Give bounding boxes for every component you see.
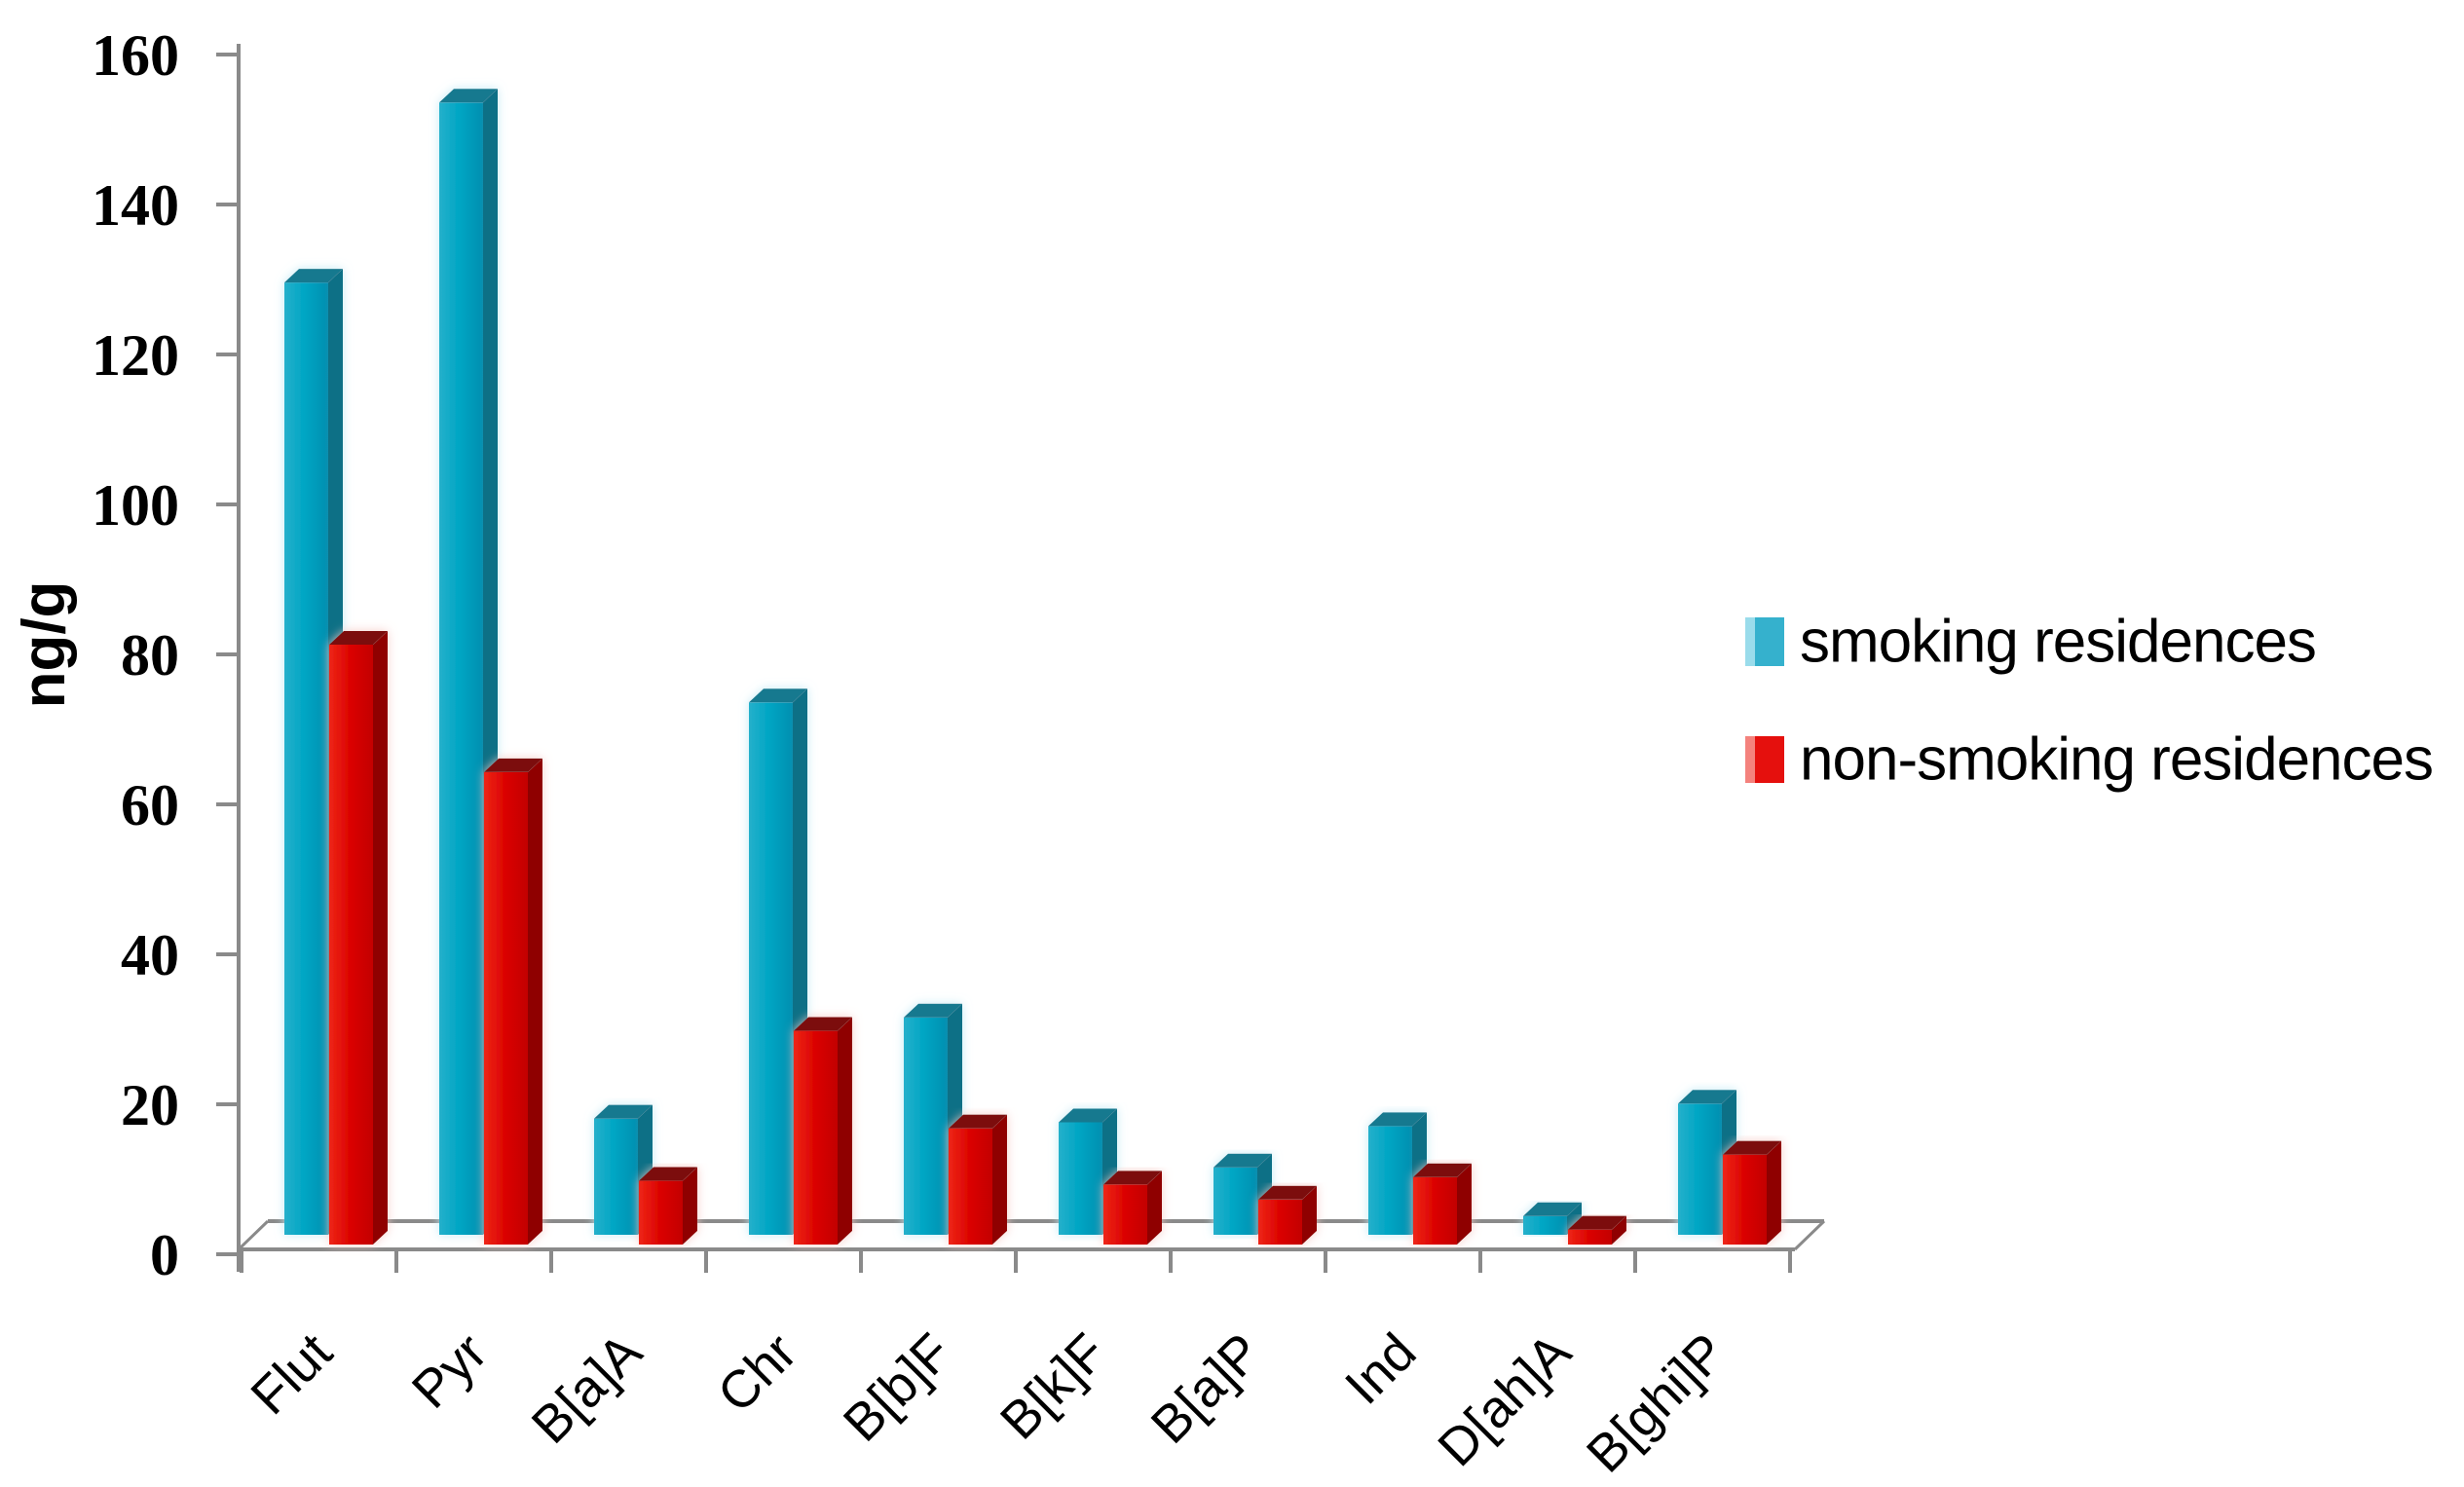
bar-front-smoking-B[a]A: [594, 1118, 638, 1235]
bar-front-smoking-D[ah]A: [1523, 1215, 1567, 1235]
legend-item-smoking: smoking residences: [1745, 609, 2317, 676]
bar-top-non-smoking-B[b]F: [949, 1114, 1007, 1129]
bar-front-smoking-Pyr: [439, 102, 483, 1235]
bar-side-non-smoking-Ind: [1457, 1163, 1472, 1245]
x-label-Flut: Flut: [240, 1322, 343, 1426]
bar-side-non-smoking-B[a]A: [683, 1167, 697, 1245]
bar-top-non-smoking-B[k]F: [1103, 1171, 1162, 1185]
x-label-B[a]P: B[a]P: [1140, 1322, 1273, 1455]
y-tick-label-100: 100: [92, 473, 179, 538]
bar-side-non-smoking-B[a]P: [1302, 1185, 1317, 1245]
bar-side-non-smoking-B[k]F: [1147, 1171, 1162, 1245]
y-tick-label-120: 120: [92, 323, 179, 388]
bar-top-smoking-Ind: [1368, 1112, 1427, 1127]
y-tick-label-20: 20: [121, 1073, 179, 1137]
x-label-B[a]A: B[a]A: [521, 1322, 653, 1455]
x-label-D[ah]A: D[ah]A: [1427, 1322, 1582, 1477]
legend-item-non-smoking: non-smoking residences: [1745, 726, 2434, 794]
bar-front-smoking-B[a]P: [1213, 1167, 1257, 1235]
y-tick-label-160: 160: [92, 23, 179, 88]
legend-label-smoking: smoking residences: [1800, 609, 2316, 676]
bar-top-non-smoking-Chr: [794, 1017, 852, 1031]
bar-top-smoking-B[k]F: [1059, 1108, 1117, 1123]
bar-front-non-smoking-B[ghi]P: [1723, 1154, 1767, 1245]
bar-front-smoking-B[b]F: [904, 1017, 948, 1235]
bars-layer: [284, 89, 1781, 1245]
bar-top-smoking-B[a]P: [1213, 1153, 1272, 1168]
bar-front-non-smoking-Chr: [794, 1030, 838, 1245]
bar-top-smoking-B[b]F: [904, 1003, 962, 1018]
bar-top-smoking-Pyr: [439, 89, 498, 103]
bar-side-non-smoking-Chr: [838, 1017, 852, 1245]
bar-side-non-smoking-Flut: [373, 631, 388, 1245]
bar-front-smoking-B[ghi]P: [1678, 1103, 1722, 1235]
y-tick-label-140: 140: [92, 173, 179, 238]
bar-side-smoking-D[ah]A: [1567, 1202, 1582, 1235]
y-tick-label-80: 80: [121, 623, 179, 688]
bar-front-smoking-Chr: [749, 702, 793, 1235]
bar-non-smoking-D[ah]A: [1568, 1215, 1626, 1245]
y-axis-title: ng/g: [11, 581, 78, 709]
bar-top-smoking-Chr: [749, 688, 807, 703]
bar-non-smoking-B[a]P: [1258, 1185, 1317, 1245]
bar-side-non-smoking-B[b]F: [992, 1114, 1007, 1245]
legend-label-non-smoking: non-smoking residences: [1800, 726, 2433, 794]
bar-front-smoking-Ind: [1368, 1126, 1412, 1235]
bar-front-non-smoking-B[b]F: [949, 1128, 992, 1245]
bar-side-non-smoking-D[ah]A: [1612, 1215, 1626, 1245]
floor-left-edge: [237, 1219, 270, 1251]
bar-front-non-smoking-Flut: [329, 645, 373, 1245]
bar-non-smoking-B[a]A: [639, 1167, 697, 1245]
bar-top-smoking-B[a]A: [594, 1104, 653, 1119]
bar-non-smoking-Chr: [794, 1017, 852, 1245]
legend-swatch-highlight-smoking: [1745, 617, 1755, 666]
bar-top-non-smoking-B[a]A: [639, 1167, 697, 1181]
bar-top-non-smoking-B[a]P: [1258, 1185, 1317, 1200]
legend-swatch-highlight-non-smoking: [1745, 736, 1755, 783]
bar-top-non-smoking-B[ghi]P: [1723, 1140, 1781, 1155]
bar-top-non-smoking-Ind: [1413, 1163, 1472, 1177]
bar-side-non-smoking-Pyr: [528, 758, 542, 1245]
bar-front-non-smoking-Ind: [1413, 1176, 1457, 1245]
bar-front-non-smoking-D[ah]A: [1568, 1229, 1612, 1245]
bar-non-smoking-Flut: [329, 631, 388, 1245]
y-tick-label-60: 60: [121, 773, 179, 837]
bar-non-smoking-B[ghi]P: [1723, 1140, 1781, 1245]
x-label-Pyr: Pyr: [401, 1322, 499, 1420]
bar-front-non-smoking-B[a]A: [639, 1180, 683, 1245]
x-label-Chr: Chr: [707, 1322, 808, 1424]
x-label-B[ghi]P: B[ghi]P: [1576, 1322, 1737, 1484]
legend: smoking residences non-smoking residences: [1745, 609, 2434, 794]
bar-front-non-smoking-B[k]F: [1103, 1184, 1147, 1245]
bar-non-smoking-B[k]F: [1103, 1171, 1162, 1245]
bar-front-smoking-Flut: [284, 282, 328, 1236]
floor-right-edge: [1793, 1219, 1826, 1251]
bar-smoking-D[ah]A: [1523, 1202, 1582, 1235]
bar-side-non-smoking-B[ghi]P: [1767, 1140, 1781, 1245]
bar-top-non-smoking-D[ah]A: [1568, 1215, 1626, 1230]
bar-top-smoking-D[ah]A: [1523, 1202, 1582, 1216]
bar-top-smoking-Flut: [284, 269, 343, 283]
bar-top-non-smoking-Pyr: [484, 758, 542, 772]
bar-front-non-smoking-B[a]P: [1258, 1199, 1302, 1245]
y-tick-label-0: 0: [150, 1223, 179, 1287]
bar-non-smoking-Ind: [1413, 1163, 1472, 1245]
bar-top-smoking-B[ghi]P: [1678, 1090, 1736, 1104]
bar-top-non-smoking-Flut: [329, 631, 388, 645]
x-label-Ind: Ind: [1334, 1322, 1428, 1416]
x-label-B[k]F: B[k]F: [989, 1322, 1118, 1451]
x-label-B[b]F: B[b]F: [833, 1322, 963, 1453]
bar-front-smoking-B[k]F: [1059, 1122, 1102, 1235]
bar-non-smoking-Pyr: [484, 758, 542, 1245]
axis-labels-layer: 0 20 40 60 80 100 120 140 160 ng/g Flut Pyr B[a]A Chr…: [11, 23, 1736, 1484]
bar-front-non-smoking-Pyr: [484, 771, 528, 1245]
bar-non-smoking-B[b]F: [949, 1114, 1007, 1245]
y-tick-label-40: 40: [121, 923, 179, 987]
